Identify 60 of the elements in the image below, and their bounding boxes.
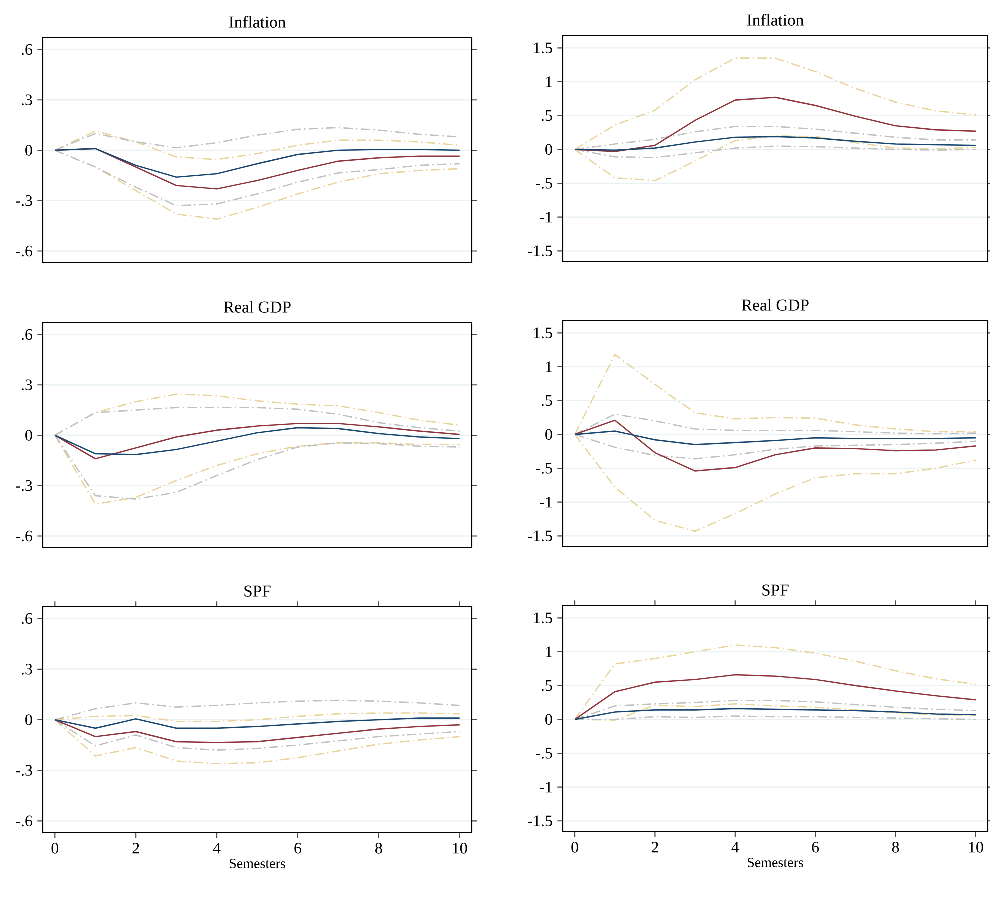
y-tick-label: -.3 <box>16 195 32 206</box>
chart-title: Inflation <box>229 16 286 28</box>
y-tick-label: 1 <box>546 646 552 658</box>
y-tick-label: -.3 <box>16 480 32 492</box>
x-tick-label: 8 <box>376 843 382 854</box>
y-tick-label: .6 <box>22 329 32 340</box>
y-tick-label: .3 <box>22 380 32 391</box>
x-tick-label: 2 <box>652 842 658 853</box>
y-tick-label: .5 <box>542 110 552 122</box>
y-tick-label: .5 <box>542 395 552 406</box>
x-tick-label: 10 <box>453 843 468 854</box>
x-axis-title: Semesters <box>748 858 804 868</box>
x-tick-label: 4 <box>732 842 740 853</box>
x-tick-label: 6 <box>294 843 302 854</box>
y-tick-label: 0 <box>26 145 32 156</box>
chart-title: SPF <box>244 586 271 597</box>
y-tick-label: -1 <box>540 212 552 223</box>
x-tick-label: 10 <box>969 842 984 853</box>
y-tick-label: 0 <box>546 144 552 156</box>
chart-title: Real GDP <box>742 299 809 311</box>
chart-title: Inflation <box>747 14 804 26</box>
y-tick-label: -.5 <box>536 463 552 474</box>
chart-title: Real GDP <box>224 301 291 313</box>
y-tick-label: 1 <box>546 362 552 372</box>
x-tick-label: 8 <box>892 842 900 853</box>
y-tick-label: .3 <box>22 94 32 106</box>
x-tick-label: 2 <box>132 843 140 854</box>
y-tick-label: -.5 <box>536 748 552 759</box>
y-tick-label: -1.5 <box>528 530 552 542</box>
y-tick-label: 0 <box>26 714 32 726</box>
line-series <box>54 148 461 178</box>
x-tick-label: 6 <box>812 842 820 853</box>
y-tick-label: -1.5 <box>528 246 552 257</box>
y-tick-label: -1 <box>540 782 552 793</box>
x-tick-label: 4 <box>213 843 221 854</box>
x-tick-label: 0 <box>52 843 59 854</box>
y-tick-label: 0 <box>546 429 552 440</box>
line-series <box>54 718 461 730</box>
y-tick-label: -1 <box>540 497 552 508</box>
y-tick-label: -.5 <box>536 178 552 189</box>
y-tick-label: .5 <box>542 680 552 692</box>
y-tick-label: -1.5 <box>528 816 552 827</box>
line-series <box>54 719 461 744</box>
y-tick-label: .6 <box>22 613 32 624</box>
y-tick-label: -.6 <box>16 246 32 257</box>
y-tick-label: -.6 <box>16 816 32 827</box>
y-tick-label: 1 <box>546 76 552 88</box>
x-tick-label: 0 <box>572 842 578 853</box>
x-axis-title: Semesters <box>230 859 286 868</box>
y-tick-label: .3 <box>22 664 32 675</box>
chart-title: SPF <box>762 584 789 596</box>
y-tick-label: 0 <box>546 714 552 726</box>
line-series <box>574 136 977 152</box>
y-tick-label: 0 <box>26 430 32 441</box>
y-tick-label: -.6 <box>16 530 32 542</box>
y-tick-label: 1.5 <box>534 328 552 339</box>
y-tick-label: -.3 <box>16 765 32 776</box>
y-tick-label: 1.5 <box>534 612 552 624</box>
y-tick-label: 1.5 <box>534 42 552 54</box>
y-tick-label: .6 <box>22 44 32 56</box>
